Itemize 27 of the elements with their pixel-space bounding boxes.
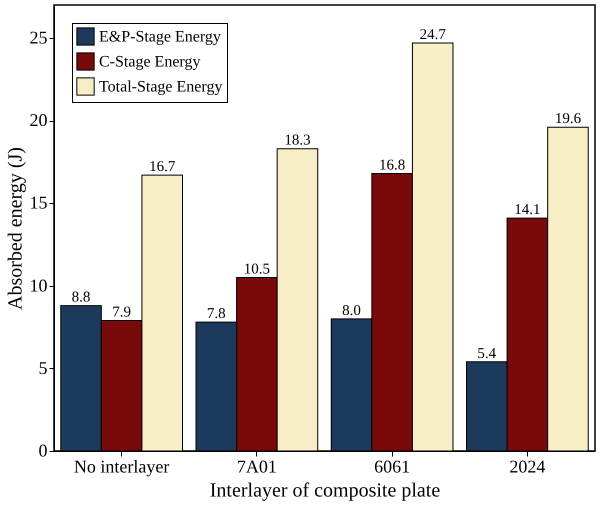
data-label: 10.5 <box>244 262 270 278</box>
data-label: 16.8 <box>379 157 406 174</box>
data-label: 7.8 <box>206 306 226 322</box>
data-label: 8.0 <box>342 302 361 319</box>
y-tick-label: 25 <box>30 28 48 48</box>
x-tick-label: No interlayer <box>74 456 170 476</box>
y-tick-label: 5 <box>38 358 48 378</box>
y-tick-label: 20 <box>30 110 48 130</box>
data-label: 16.7 <box>149 159 176 176</box>
data-label: 19.6 <box>554 111 582 128</box>
legend-label: Total-Stage Energy <box>99 78 222 96</box>
x-tick-label: 2024 <box>509 456 546 476</box>
data-label: 7.9 <box>112 304 131 321</box>
y-tick-label: 10 <box>30 275 48 296</box>
data-label: 18.3 <box>284 132 311 149</box>
x-axis-title: Interlayer of composite plate <box>210 480 440 502</box>
y-tick-label: 0 <box>38 440 48 460</box>
data-label: 14.1 <box>514 202 540 218</box>
data-label: 8.8 <box>72 290 90 306</box>
data-label: 24.7 <box>420 26 446 43</box>
y-axis-title: Absorbed energy (J) <box>4 147 26 310</box>
legend-label: C-Stage Energy <box>99 54 200 70</box>
data-label: 5.4 <box>477 346 497 362</box>
y-tick-label: 15 <box>30 192 48 213</box>
x-tick-label: 6061 <box>374 456 410 476</box>
legend-label: E&P-Stage Energy <box>99 28 221 46</box>
x-tick-label: 7A01 <box>236 456 277 476</box>
